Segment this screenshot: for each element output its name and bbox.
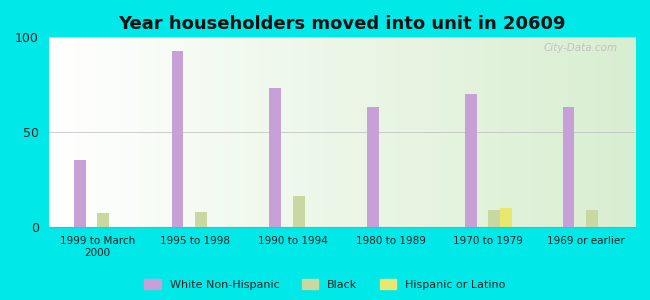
Bar (586, 210, 598, 227)
Bar (293, 196, 305, 227)
Bar (465, 94, 476, 227)
Bar (367, 107, 379, 227)
Bar (172, 51, 183, 227)
Bar (98, 213, 109, 227)
Bar (488, 210, 500, 227)
Bar (500, 208, 512, 227)
Bar (74, 160, 86, 227)
Text: City-Data.com: City-Data.com (543, 43, 618, 53)
Legend: White Non-Hispanic, Black, Hispanic or Latino: White Non-Hispanic, Black, Hispanic or L… (140, 275, 510, 294)
Bar (563, 107, 575, 227)
Title: Year householders moved into unit in 20609: Year householders moved into unit in 206… (118, 15, 566, 33)
Bar (195, 212, 207, 227)
Bar (270, 88, 281, 227)
